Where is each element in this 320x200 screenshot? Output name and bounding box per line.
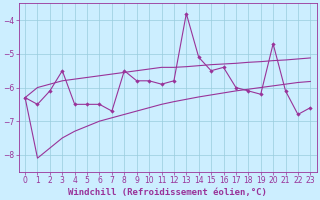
X-axis label: Windchill (Refroidissement éolien,°C): Windchill (Refroidissement éolien,°C): [68, 188, 267, 197]
